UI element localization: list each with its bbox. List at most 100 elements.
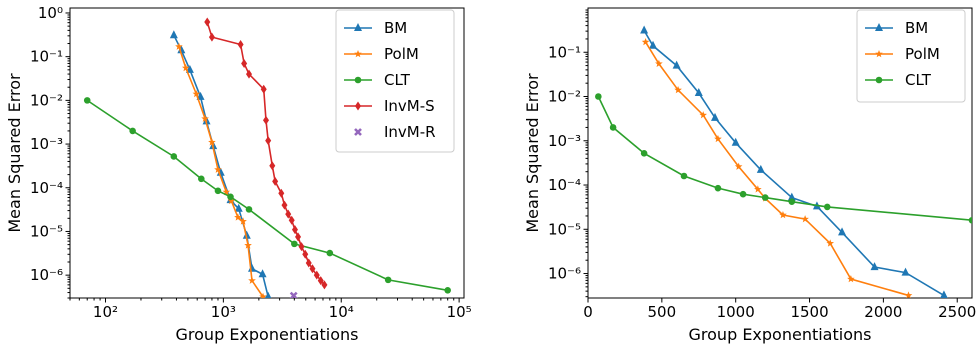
legend-label-clt: CLT	[905, 71, 932, 89]
legend-label-invm-r: InvM-R	[384, 123, 436, 141]
legend-label-bm: BM	[905, 19, 928, 37]
legend-marker-clt	[354, 76, 362, 84]
data-point-invm-s	[265, 136, 272, 146]
data-point-clt	[680, 172, 688, 180]
data-point-invm-s	[246, 69, 253, 79]
data-point-clt	[788, 198, 796, 205]
data-point-polm	[244, 241, 252, 249]
legend-box	[856, 9, 966, 103]
x-tick-label: 1500	[790, 303, 828, 321]
data-point-bm	[265, 291, 272, 298]
data-point-bm	[901, 267, 910, 276]
data-point-bm	[870, 262, 879, 271]
data-point-polm	[214, 165, 222, 173]
data-point-polm	[641, 38, 650, 46]
legend-marker-polm	[875, 50, 883, 58]
data-point-invm-s	[321, 280, 328, 290]
data-point-bm	[940, 290, 948, 298]
y-tick-label: 10⁻⁴	[30, 179, 63, 197]
data-point-polm	[699, 111, 707, 119]
x-tick-label: 10²	[93, 303, 118, 321]
data-point-polm	[801, 215, 809, 223]
data-point-clt	[595, 93, 602, 100]
y-tick-label: 10⁻¹	[30, 48, 63, 66]
x-axis-title: Group Exponentiations	[176, 325, 359, 344]
data-point-invm-s	[317, 276, 324, 286]
data-point-invm-s	[313, 270, 320, 280]
y-tick-label: 10⁻⁵	[30, 222, 63, 240]
data-point-bm	[787, 192, 796, 201]
legend-label-clt: CLT	[384, 71, 411, 89]
data-point-polm	[826, 239, 835, 247]
data-point-invm-s	[281, 200, 288, 210]
y-tick-label: 10⁻⁴	[548, 176, 581, 194]
data-point-invm-s	[295, 232, 302, 242]
data-point-invm-s	[285, 209, 292, 219]
left-chart-panel: 10² 10³ 10⁴ 10⁵ 10⁻⁶ 10⁻⁵ 10⁻⁴ 10⁻³ 10⁻² 10⁻¹ 10⁰ G…	[5, 4, 472, 344]
data-point-bm	[248, 263, 257, 272]
y-tick-label: 10⁻⁶	[548, 265, 581, 283]
y-axis-title: Mean Squared Error	[5, 73, 24, 233]
y-tick-label: 10⁰	[38, 4, 63, 22]
data-point-invm-s	[269, 161, 276, 171]
legend-label-polm: PolM	[905, 45, 940, 63]
data-point-clt	[245, 206, 253, 213]
data-point-polm	[674, 86, 682, 94]
data-point-bm	[838, 227, 847, 236]
y-tick-label: 10⁻²	[30, 91, 63, 109]
data-point-bm	[169, 30, 178, 39]
data-point-bm	[640, 25, 649, 34]
data-point-clt	[640, 150, 648, 157]
data-point-clt	[739, 190, 747, 198]
series-line-invm-s	[206, 21, 326, 286]
data-point-bm	[711, 112, 720, 121]
data-point-clt	[326, 249, 334, 257]
data-point-polm	[222, 188, 231, 196]
plot-area	[83, 17, 451, 298]
data-point-invm-s	[298, 242, 305, 252]
plot-area	[595, 25, 972, 298]
data-point-invm-s	[204, 17, 211, 27]
data-point-polm	[201, 114, 209, 122]
data-point-bm	[694, 88, 703, 97]
legend-box	[335, 9, 455, 153]
y-tick-label: 10⁻⁶	[30, 266, 63, 284]
data-point-bm	[258, 269, 267, 278]
data-point-clt	[968, 216, 972, 224]
x-tick-label: 0	[583, 303, 593, 321]
y-tick-label: 10⁻³	[30, 135, 63, 153]
data-point-invm-s	[260, 84, 267, 94]
x-tick-label: 10⁵	[447, 303, 472, 321]
legend-marker-clt	[875, 76, 883, 84]
data-point-polm	[248, 276, 256, 284]
data-point-polm	[227, 196, 236, 205]
data-point-clt	[129, 127, 136, 135]
y-tick-label: 10⁻³	[548, 132, 581, 150]
x-tick-label: 1000	[717, 303, 755, 321]
y-tick-label: 10⁻⁵	[548, 220, 581, 238]
data-point-invm-s	[305, 258, 312, 268]
data-point-invm-s	[272, 176, 279, 186]
data-point-polm	[259, 292, 267, 298]
legend-label-invm-s: InvM-S	[384, 97, 435, 115]
data-point-clt	[227, 193, 234, 201]
data-point-polm	[181, 64, 190, 72]
y-tick-label: 10⁻²	[548, 88, 581, 106]
data-point-bm	[177, 45, 186, 54]
data-point-polm	[714, 134, 722, 143]
data-point-polm	[234, 213, 242, 221]
legend: BM PolM CLT	[856, 9, 966, 103]
x-axis-title: Group Exponentiations	[689, 325, 872, 344]
x-tick-label: 2000	[864, 303, 902, 321]
data-point-invm-s	[291, 225, 298, 235]
plot-frame	[587, 7, 973, 299]
x-tick-label: 2500	[938, 303, 976, 321]
data-point-polm	[904, 291, 913, 298]
data-point-bm	[756, 164, 765, 173]
data-point-bm	[234, 203, 243, 212]
legend: BM PolM CLT InvM-S InvM-R	[335, 9, 455, 153]
legend-marker-bm	[354, 23, 362, 31]
data-point-invm-s	[241, 58, 248, 68]
x-tick-label: 10³	[211, 303, 236, 321]
